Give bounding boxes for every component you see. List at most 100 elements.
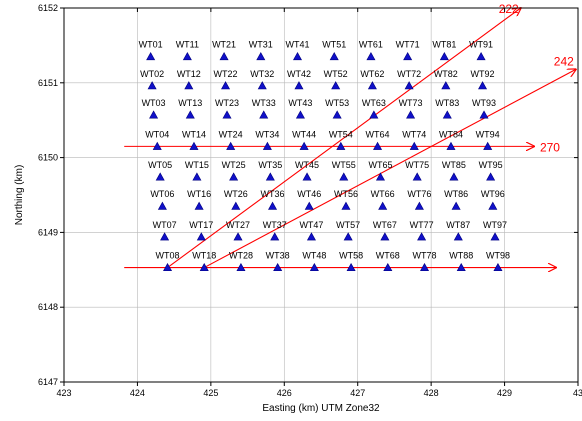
turbine-label: WT15 — [185, 160, 209, 170]
turbine-label: WT07 — [153, 220, 177, 230]
turbine-marker — [341, 201, 351, 210]
turbine-label: WT08 — [156, 251, 180, 261]
turbine-label: WT23 — [215, 98, 239, 108]
turbine-label: WT38 — [266, 251, 290, 261]
turbine-marker — [329, 52, 339, 61]
turbine-label: WT63 — [362, 98, 386, 108]
turbine-label: WT22 — [214, 69, 238, 79]
turbine-marker — [367, 81, 377, 90]
turbine-label: WT42 — [287, 69, 311, 79]
turbine-label: WT76 — [407, 189, 431, 199]
turbine-marker — [339, 172, 349, 181]
turbine-marker — [265, 172, 275, 181]
turbine-marker — [262, 141, 272, 150]
turbine-marker — [488, 201, 498, 210]
turbine-label: WT43 — [288, 98, 312, 108]
turbine-label: WT72 — [397, 69, 421, 79]
turbine-marker — [199, 262, 209, 272]
turbine-marker — [299, 141, 309, 150]
turbine-marker — [160, 232, 170, 241]
turbine-label: WT77 — [410, 220, 434, 230]
turbine-label: WT35 — [258, 160, 282, 170]
turbine-marker — [226, 141, 236, 150]
turbine-marker — [194, 201, 204, 210]
turbine-label: WT73 — [399, 98, 423, 108]
turbine-marker — [375, 172, 385, 181]
turbine-marker — [451, 201, 461, 210]
y-tick-label: 6148 — [38, 302, 58, 312]
turbine-marker — [192, 172, 202, 181]
arrow-label: 242 — [554, 54, 574, 68]
turbine-label: WT27 — [226, 220, 250, 230]
x-tick-label: 424 — [130, 388, 145, 398]
turbine-marker — [221, 81, 231, 90]
turbine-label: WT31 — [249, 40, 273, 50]
turbine-label: WT12 — [177, 69, 201, 79]
turbine-marker — [294, 81, 304, 90]
turbine-label: WT06 — [150, 189, 174, 199]
y-tick-label: 6152 — [38, 3, 58, 13]
turbine-marker — [406, 110, 416, 119]
turbine-marker — [295, 110, 305, 119]
turbine-label: WT85 — [442, 160, 466, 170]
turbine-marker — [189, 141, 199, 150]
turbine-label: WT32 — [250, 69, 274, 79]
turbine-label: WT14 — [182, 129, 206, 139]
grid-layer — [64, 8, 578, 382]
turbine-label: WT16 — [187, 189, 211, 199]
turbine-marker — [456, 262, 466, 272]
turbine-marker — [441, 81, 451, 90]
turbine-label: WT53 — [325, 98, 349, 108]
arrow-layer: 222 242 270 — [124, 2, 576, 268]
turbine-label: WT55 — [332, 160, 356, 170]
turbine-marker — [273, 262, 283, 272]
y-tick-label: 6147 — [38, 377, 58, 387]
axis-layer: 423 424 425 426 427 428 429 43 6147 6148 6149 6150 6… — [38, 3, 582, 398]
turbine-marker — [380, 232, 390, 241]
turbine-label: WT84 — [439, 129, 463, 139]
turbine-marker — [185, 110, 195, 119]
turbine-marker — [378, 201, 388, 210]
turbine-marker — [233, 232, 243, 241]
plot-frame — [63, 7, 579, 383]
turbine-label: WT88 — [449, 251, 473, 261]
turbine-label: WT37 — [263, 220, 287, 230]
turbine-marker — [412, 172, 422, 181]
turbine-label: WT25 — [222, 160, 246, 170]
turbine-marker — [259, 110, 269, 119]
turbine-marker — [446, 141, 456, 150]
x-tick-label: 428 — [424, 388, 439, 398]
turbine-marker — [417, 232, 427, 241]
x-tick-label: 426 — [277, 388, 292, 398]
turbine-marker — [157, 201, 167, 210]
turbine-marker — [476, 52, 486, 61]
x-tick-label: 429 — [497, 388, 512, 398]
turbine-label: WT33 — [252, 98, 276, 108]
turbine-marker — [146, 52, 156, 61]
turbine-marker — [439, 52, 449, 61]
turbine-marker — [292, 52, 303, 61]
turbine-label: WT48 — [302, 251, 326, 261]
turbine-label: WT21 — [212, 40, 236, 50]
turbine-label: WT94 — [476, 129, 500, 139]
turbine-label: WT45 — [295, 160, 319, 170]
turbine-marker — [184, 81, 194, 90]
turbine-label: WT54 — [329, 129, 353, 139]
turbine-marker — [304, 201, 314, 210]
turbine-marker — [493, 262, 503, 272]
turbine-marker — [336, 141, 346, 150]
turbine-label: WT58 — [339, 251, 363, 261]
turbine-marker — [479, 110, 489, 119]
y-tick-label: 6150 — [38, 153, 58, 163]
turbine-marker — [414, 201, 424, 210]
turbine-marker — [163, 262, 173, 272]
turbine-label: WT18 — [192, 251, 216, 261]
turbine-label: WT82 — [434, 69, 458, 79]
turbine-marker — [346, 262, 356, 272]
turbine-marker — [453, 232, 463, 241]
turbine-marker — [309, 262, 319, 272]
turbine-marker — [478, 81, 488, 90]
turbine-label: WT11 — [176, 40, 199, 50]
y-axis-label: Northing (km) — [14, 165, 25, 226]
